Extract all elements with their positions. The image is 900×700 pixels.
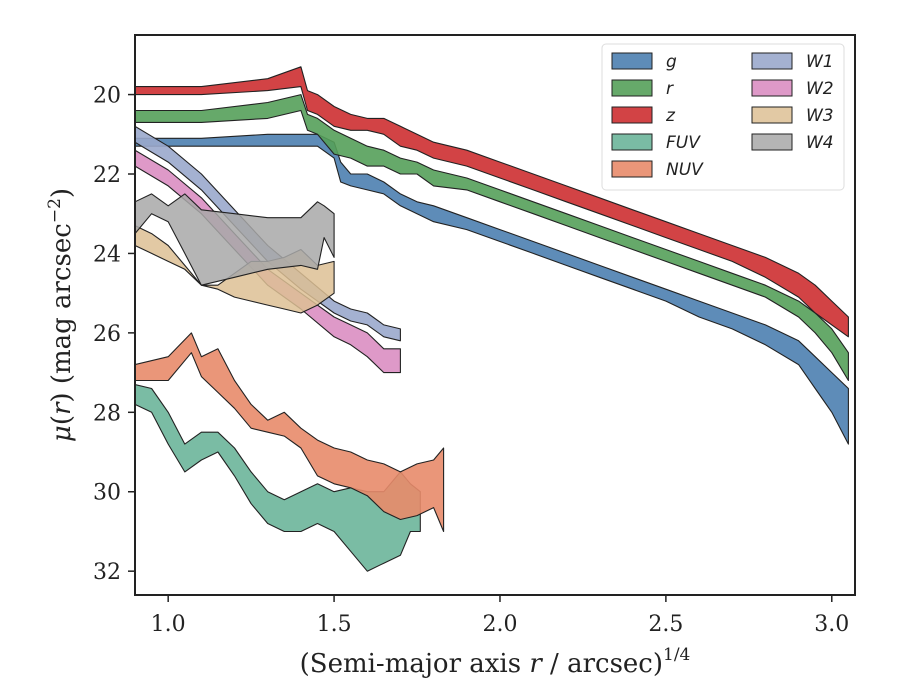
legend-label-g: g xyxy=(666,52,677,72)
legend-swatch-g xyxy=(611,52,653,70)
y-tick-label: 28 xyxy=(93,401,121,426)
y-tick-label: 22 xyxy=(93,163,121,188)
legend-swatch-z xyxy=(611,106,653,124)
legend-swatch-w2 xyxy=(751,79,793,97)
y-tick-label: 24 xyxy=(93,242,121,267)
legend-label-w2: W2 xyxy=(806,79,834,99)
legend-swatch-nuv xyxy=(611,160,653,178)
y-tick-label: 26 xyxy=(93,322,121,347)
legend-label-w4: W4 xyxy=(806,133,834,153)
x-tick-label: 2.5 xyxy=(648,612,683,637)
legend-swatch-w4 xyxy=(751,133,793,151)
x-axis-label: (Semi-major axis r / arcsec)1/4 xyxy=(300,645,691,679)
band-w4 xyxy=(135,193,335,286)
y-tick-label: 20 xyxy=(93,84,121,109)
series-bands xyxy=(135,66,849,572)
y-axis: 20 22 24 26 28 30 32 xyxy=(93,84,135,585)
y-tick-label: 32 xyxy=(93,560,121,585)
legend-label-nuv: NUV xyxy=(666,160,704,180)
band-w3 xyxy=(135,225,335,314)
band-z xyxy=(135,66,849,338)
band-fuv xyxy=(135,383,421,572)
legend-label-w1: W1 xyxy=(806,52,834,72)
band-r xyxy=(135,94,849,382)
band-g xyxy=(135,133,849,445)
x-tick-label: 3.0 xyxy=(814,612,849,637)
y-axis-label: μ(r) (mag arcsec−2) xyxy=(45,188,77,442)
legend-label-z: z xyxy=(665,106,676,126)
y-tick-label: 30 xyxy=(93,481,121,506)
legend-label-fuv: FUV xyxy=(666,133,701,153)
legend-swatch-w3 xyxy=(751,106,793,124)
x-axis: 1.0 1.5 2.0 2.5 3.0 xyxy=(151,595,849,637)
legend-swatch-fuv xyxy=(611,133,653,151)
x-tick-label: 1.0 xyxy=(151,612,186,637)
band-nuv xyxy=(135,332,445,533)
x-tick-label: 1.5 xyxy=(317,612,352,637)
legend-swatch-w1 xyxy=(751,52,793,70)
legend-label-w3: W3 xyxy=(806,106,834,126)
legend-label-r: r xyxy=(666,79,674,99)
x-tick-label: 2.0 xyxy=(482,612,517,637)
plot-frame xyxy=(134,34,856,596)
legend-swatch-r xyxy=(611,79,653,97)
legend: grz FUV NUV W1 W2 W3 W4 xyxy=(601,43,845,191)
